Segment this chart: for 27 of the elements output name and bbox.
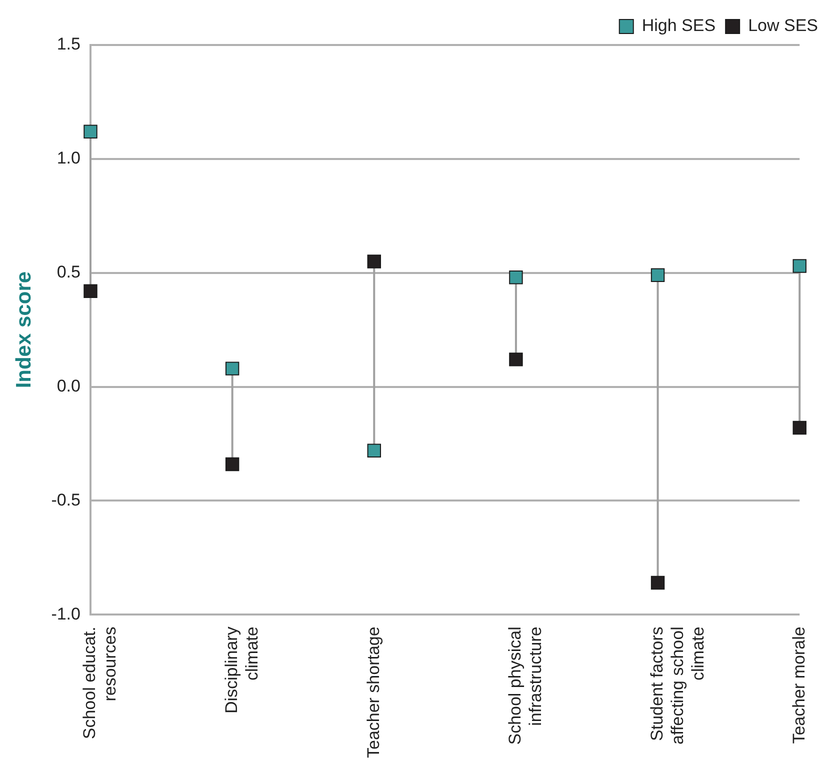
y-tick-label: 1.0 (56, 148, 80, 168)
point (84, 124, 98, 138)
y-axis-title: Index score (12, 271, 36, 388)
x-tick-label: Student factors affecting school climate (647, 626, 708, 744)
point (509, 352, 523, 366)
x-tick-label: Teacher morale (789, 626, 808, 744)
point (650, 576, 665, 590)
x-tick-label: Disciplinary climate (222, 626, 262, 714)
y-tick-label: -1.0 (51, 604, 80, 624)
x-tick-label: School educat. resources (80, 626, 120, 740)
point (84, 284, 98, 298)
point (367, 444, 381, 458)
point (650, 268, 665, 282)
y-tick-label: -0.5 (51, 490, 80, 510)
y-tick-label: 0.0 (56, 376, 80, 396)
x-tick-label: Teacher shortage (364, 626, 383, 758)
legend-label: High SES (642, 16, 716, 36)
y-tick-label: 1.5 (56, 34, 80, 54)
point (509, 270, 523, 284)
point (792, 259, 806, 273)
point (792, 420, 806, 435)
x-tick-label: School physical infrastructure (506, 626, 546, 745)
legend-label: Low SES (748, 16, 818, 36)
y-tick-label: 0.5 (56, 262, 80, 282)
point (225, 362, 240, 376)
point (225, 457, 240, 472)
point (367, 254, 381, 268)
